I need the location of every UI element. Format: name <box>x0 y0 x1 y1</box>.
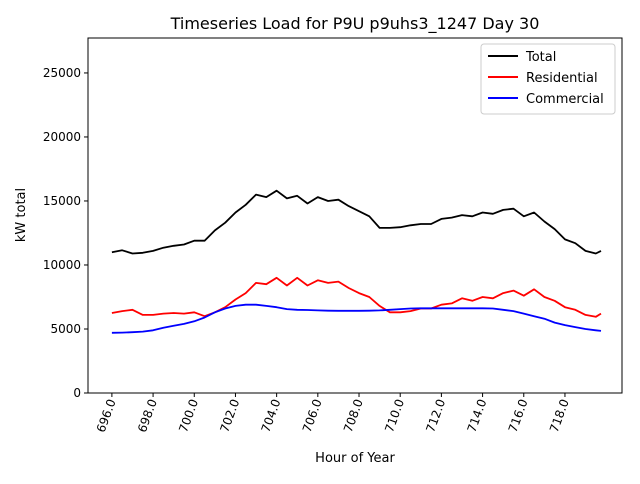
x-axis-label: Hour of Year <box>315 451 395 466</box>
x-tick-label: 698.0 <box>135 397 160 434</box>
x-tick-label: 702.0 <box>217 397 242 434</box>
x-tick-label: 712.0 <box>423 397 448 434</box>
x-tick-label: 700.0 <box>176 397 201 434</box>
legend-label-total: Total <box>525 50 556 65</box>
series-line-residential <box>111 276 602 318</box>
y-tick-label: 0 <box>73 386 81 400</box>
legend: Total Residential Commercial <box>480 43 616 115</box>
y-tick-label: 5000 <box>50 322 81 336</box>
y-tick-label: 10000 <box>43 258 81 272</box>
x-tick-label: 710.0 <box>382 397 407 434</box>
y-tick-label: 20000 <box>43 130 81 144</box>
x-tick-label: 696.0 <box>94 397 119 434</box>
axes-frame <box>87 37 623 394</box>
y-axis-label: kW total <box>14 188 29 242</box>
x-tick-label: 716.0 <box>506 397 531 434</box>
series-line-commercial <box>111 303 602 334</box>
y-tick-label: 15000 <box>43 194 81 208</box>
x-tick-label: 704.0 <box>259 397 284 434</box>
legend-frame <box>480 43 616 115</box>
chart-title: Timeseries Load for P9U p9uhs3_1247 Day … <box>170 14 540 34</box>
series-line-total <box>111 189 602 255</box>
y-tick-label: 25000 <box>43 66 81 80</box>
legend-label-residential: Residential <box>526 71 598 86</box>
x-tick-label: 708.0 <box>341 397 366 434</box>
x-tick-label: 718.0 <box>547 397 572 434</box>
x-tick-label: 706.0 <box>300 397 325 434</box>
legend-label-commercial: Commercial <box>526 92 604 107</box>
x-tick-label: 714.0 <box>464 397 489 434</box>
